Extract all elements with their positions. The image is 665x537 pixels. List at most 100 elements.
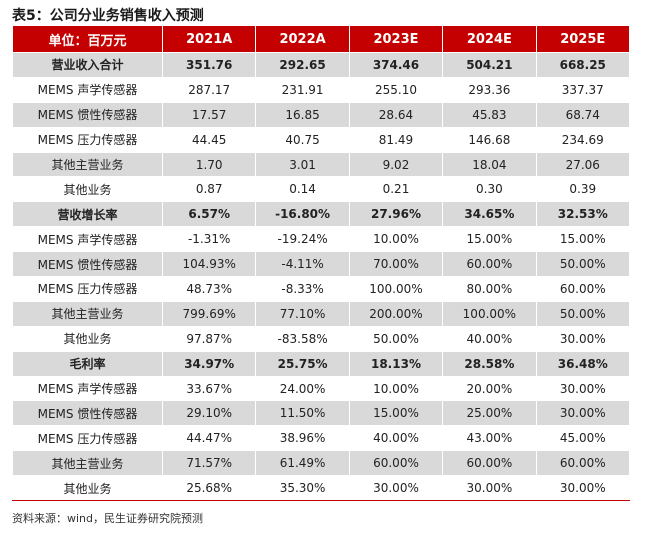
cell-value: 44.47% xyxy=(161,425,257,452)
cell-value: 11.50% xyxy=(255,400,350,427)
cell-value: 44.45 xyxy=(161,126,257,153)
cell-value: 29.10% xyxy=(161,400,257,427)
row-label: 其他业务 xyxy=(12,176,163,203)
cell-value: 10.00% xyxy=(348,226,444,253)
cell-value: 30.00% xyxy=(348,475,444,502)
cell-value: 337.37 xyxy=(535,76,630,103)
cell-value: 28.58% xyxy=(442,350,537,377)
cell-value: 255.10 xyxy=(348,76,444,103)
cell-value: 27.06 xyxy=(535,151,630,178)
forecast-table: 单位：百万元 2021A 2022A 2023E 2024E 2025E 营业收… xyxy=(12,25,630,502)
cell-value: 77.10% xyxy=(255,300,350,327)
cell-value: 30.00% xyxy=(535,400,630,427)
row-label: MEMS 声学传感器 xyxy=(12,226,163,253)
cell-value: 60.00% xyxy=(348,450,444,477)
row-label: MEMS 压力传感器 xyxy=(12,425,163,452)
row-label: 营业收入合计 xyxy=(12,52,163,78)
summary-row: 营业收入合计 351.76 292.65 374.46 504.21 668.25 xyxy=(12,52,630,78)
cell-value: 668.25 xyxy=(535,52,630,78)
table-row: MEMS 惯性传感器 104.93% -4.11% 70.00% 60.00% 50.00… xyxy=(12,251,630,278)
cell-value: 70.00% xyxy=(348,251,444,278)
table-row: 其他主营业务 71.57% 61.49% 60.00% 60.00% 60.00% xyxy=(12,450,630,477)
row-label: 其他主营业务 xyxy=(12,300,163,327)
cell-value: 100.00% xyxy=(442,300,537,327)
cell-value: 25.75% xyxy=(255,350,350,377)
table-row: 其他业务 0.87 0.14 0.21 0.30 0.39 xyxy=(12,176,630,203)
cell-value: 18.04 xyxy=(442,151,537,178)
cell-value: 231.91 xyxy=(255,76,350,103)
cell-value: 9.02 xyxy=(348,151,444,178)
cell-value: 71.57% xyxy=(161,450,257,477)
cell-value: 10.00% xyxy=(348,375,444,402)
row-label: 其他业务 xyxy=(12,325,163,352)
cell-value: 0.30 xyxy=(442,176,537,203)
cell-value: -1.31% xyxy=(161,226,257,253)
cell-value: 24.00% xyxy=(255,375,350,402)
header-unit: 单位：百万元 xyxy=(12,25,163,53)
table-row: 其他业务 97.87% -83.58% 50.00% 40.00% 30.00% xyxy=(12,325,630,352)
cell-value: 0.87 xyxy=(161,176,257,203)
cell-value: 36.48% xyxy=(535,350,630,377)
row-label: 其他业务 xyxy=(12,475,163,502)
header-2022a: 2022A xyxy=(255,25,350,53)
cell-value: 17.57 xyxy=(161,101,257,128)
table-row: MEMS 声学传感器 287.17 231.91 255.10 293.36 337.37 xyxy=(12,76,630,103)
header-2024e: 2024E xyxy=(442,25,537,53)
cell-value: 34.97% xyxy=(161,350,257,377)
summary-row: 毛利率 34.97% 25.75% 18.13% 28.58% 36.48% xyxy=(12,350,630,377)
cell-value: 287.17 xyxy=(161,76,257,103)
cell-value: 81.49 xyxy=(348,126,444,153)
cell-value: 374.46 xyxy=(348,52,444,78)
cell-value: 50.00% xyxy=(535,300,630,327)
cell-value: 100.00% xyxy=(348,276,444,302)
cell-value: 97.87% xyxy=(161,325,257,352)
table-row: 其他业务 25.68% 35.30% 30.00% 30.00% 30.00% xyxy=(12,475,630,502)
cell-value: 33.67% xyxy=(161,375,257,402)
cell-value: 60.00% xyxy=(442,251,537,278)
row-label: MEMS 压力传感器 xyxy=(12,126,163,153)
cell-value: 0.21 xyxy=(348,176,444,203)
row-label: MEMS 声学传感器 xyxy=(12,375,163,402)
cell-value: -8.33% xyxy=(255,276,350,302)
forecast-table-container: 单位：百万元 2021A 2022A 2023E 2024E 2025E 营业收… xyxy=(12,25,630,502)
cell-value: 104.93% xyxy=(161,251,257,278)
table-row: MEMS 惯性传感器 29.10% 11.50% 15.00% 25.00% 30.00% xyxy=(12,400,630,427)
cell-value: 34.65% xyxy=(442,201,537,228)
cell-value: 68.74 xyxy=(535,101,630,128)
cell-value: 0.14 xyxy=(255,176,350,203)
cell-value: 15.00% xyxy=(535,226,630,253)
cell-value: -16.80% xyxy=(255,201,350,228)
row-label: MEMS 压力传感器 xyxy=(12,276,163,302)
cell-value: 61.49% xyxy=(255,450,350,477)
table-body: 营业收入合计 351.76 292.65 374.46 504.21 668.25 MEMS… xyxy=(12,52,630,502)
cell-value: 40.00% xyxy=(442,325,537,352)
cell-value: 38.96% xyxy=(255,425,350,452)
cell-value: 48.73% xyxy=(161,276,257,302)
cell-value: 15.00% xyxy=(442,226,537,253)
row-label: MEMS 惯性传感器 xyxy=(12,101,163,128)
cell-value: 25.00% xyxy=(442,400,537,427)
cell-value: 293.36 xyxy=(442,76,537,103)
row-label: 营收增长率 xyxy=(12,201,163,228)
table-row: MEMS 压力传感器 48.73% -8.33% 100.00% 80.00% 60.00… xyxy=(12,276,630,302)
cell-value: -4.11% xyxy=(255,251,350,278)
cell-value: 60.00% xyxy=(442,450,537,477)
cell-value: 25.68% xyxy=(161,475,257,502)
row-label: 毛利率 xyxy=(12,350,163,377)
cell-value: 40.00% xyxy=(348,425,444,452)
row-label: 其他主营业务 xyxy=(12,450,163,477)
row-label: 其他主营业务 xyxy=(12,151,163,178)
table-header: 单位：百万元 2021A 2022A 2023E 2024E 2025E xyxy=(12,25,630,53)
cell-value: 27.96% xyxy=(348,201,444,228)
cell-value: 43.00% xyxy=(442,425,537,452)
cell-value: 30.00% xyxy=(535,375,630,402)
cell-value: 30.00% xyxy=(442,475,537,502)
table-row: MEMS 声学传感器 -1.31% -19.24% 10.00% 15.00% 15.00… xyxy=(12,226,630,253)
cell-value: 16.85 xyxy=(255,101,350,128)
cell-value: -19.24% xyxy=(255,226,350,253)
cell-value: 50.00% xyxy=(348,325,444,352)
header-2021a: 2021A xyxy=(161,25,257,53)
table-row: MEMS 压力传感器 44.47% 38.96% 40.00% 43.00% 45.00% xyxy=(12,425,630,452)
cell-value: 50.00% xyxy=(535,251,630,278)
cell-value: 45.00% xyxy=(535,425,630,452)
